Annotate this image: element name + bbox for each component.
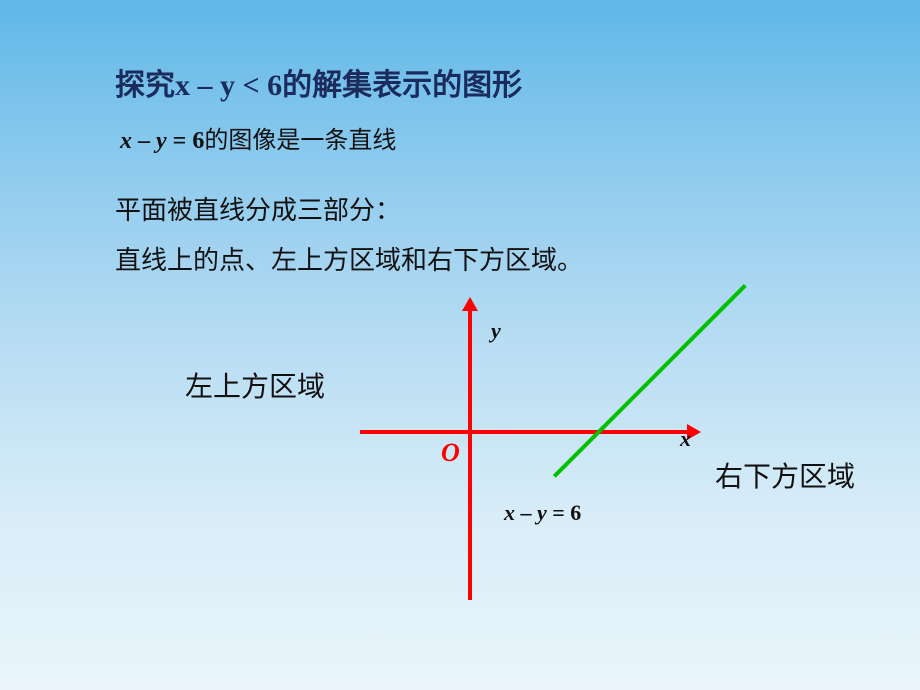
- var-y: y: [156, 128, 167, 154]
- eq-mid: –: [515, 500, 537, 525]
- y-axis-label: y: [491, 318, 501, 344]
- y-axis: [468, 300, 472, 600]
- y-axis-arrow-icon: [462, 297, 478, 311]
- graph-line: [553, 284, 747, 478]
- origin-label: O: [441, 438, 460, 468]
- body-line-1: 平面被直线分成三部分：: [115, 190, 401, 227]
- eq-end: = 6: [547, 500, 582, 525]
- slide-title: 探究x – y < 6的解集表示的图形: [115, 60, 522, 104]
- num-6: 6: [192, 128, 204, 154]
- x-axis-label: x: [680, 426, 691, 452]
- op-eq: =: [167, 128, 193, 154]
- var-x: x: [120, 128, 132, 154]
- region-right-lower-label: 右下方区域: [715, 455, 855, 495]
- subtitle-text: x – y = 6的图像是一条直线: [120, 120, 396, 155]
- op-minus: –: [132, 128, 156, 154]
- body-line-2: 直线上的点、左上方区域和右下方区域。: [115, 240, 583, 277]
- subtitle-rest: 的图像是一条直线: [204, 128, 396, 154]
- eq-x: x: [504, 500, 515, 525]
- x-axis: [360, 430, 690, 434]
- eq-y: y: [537, 500, 547, 525]
- line-equation-label: x – y = 6: [504, 500, 581, 526]
- region-left-upper-label: 左上方区域: [185, 365, 325, 405]
- coordinate-graph: [360, 300, 690, 600]
